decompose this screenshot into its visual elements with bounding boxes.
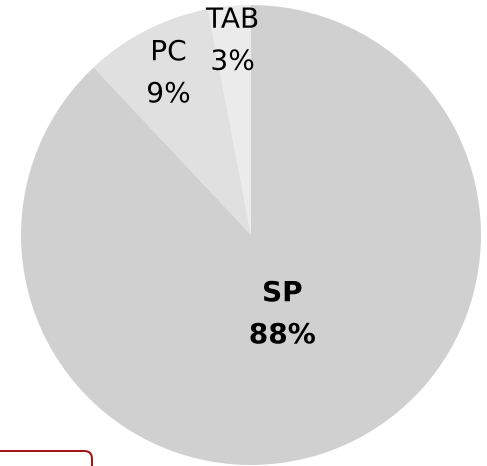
slice-value-label: 3%	[210, 43, 254, 76]
slice-label: PC	[150, 34, 186, 67]
pie-slice	[93, 9, 251, 236]
pie-slice	[207, 5, 251, 235]
pie-slice	[20, 5, 481, 465]
frame-edge	[0, 450, 93, 466]
slice-value-label: 9%	[146, 76, 190, 109]
slice-label: SP	[262, 275, 303, 308]
slice-label: TAB	[205, 1, 259, 34]
slice-value-label: 88%	[249, 317, 316, 350]
